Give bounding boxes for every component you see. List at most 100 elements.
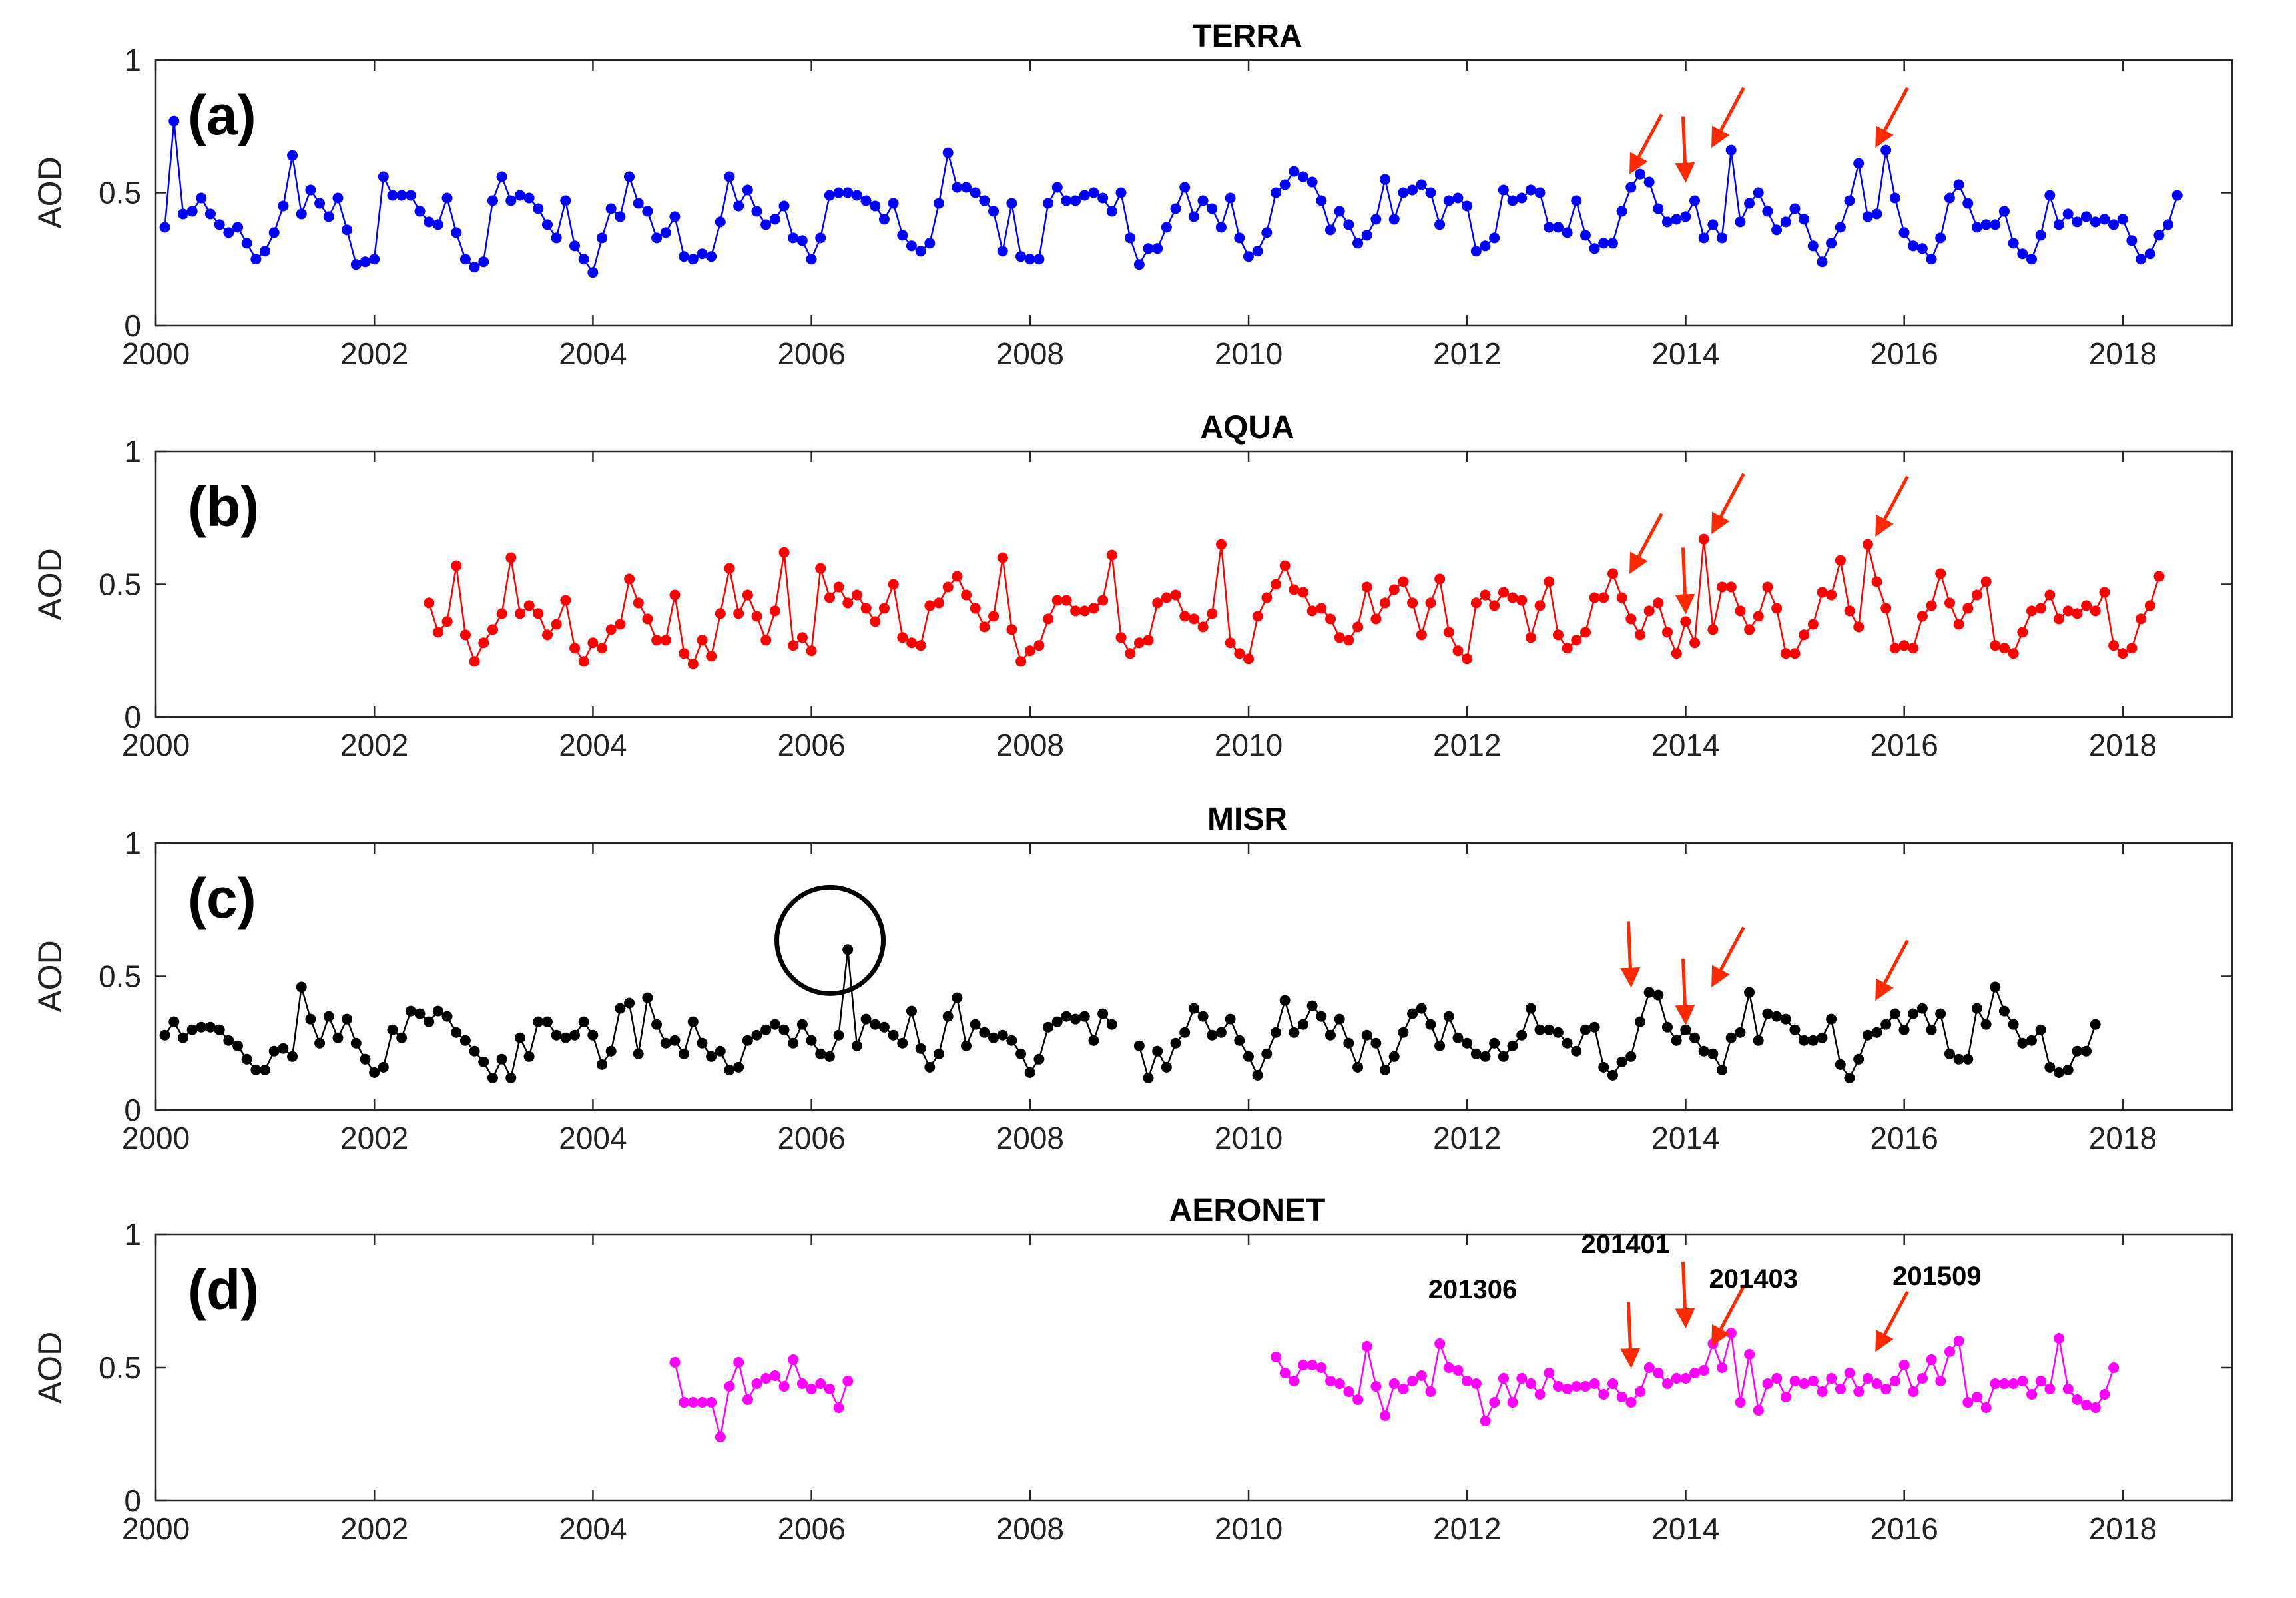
data-point bbox=[715, 1432, 726, 1442]
data-point bbox=[1552, 1027, 1564, 1038]
y-tick-label: 0.5 bbox=[99, 959, 141, 994]
data-point bbox=[815, 1378, 826, 1389]
data-point bbox=[1990, 640, 2001, 651]
data-point bbox=[469, 656, 480, 667]
data-point bbox=[897, 230, 908, 241]
data-point bbox=[1525, 184, 1536, 196]
data-point bbox=[2072, 1045, 2083, 1057]
data-point bbox=[1316, 603, 1327, 614]
data-point bbox=[1489, 1037, 1500, 1049]
data-point bbox=[1799, 214, 1810, 225]
data-point bbox=[1380, 1064, 1391, 1075]
data-point bbox=[1525, 1378, 1536, 1389]
data-point bbox=[1079, 190, 1090, 201]
x-tick-label: 2012 bbox=[1433, 1121, 1501, 1155]
data-point bbox=[1161, 1061, 1172, 1073]
data-point bbox=[1926, 600, 1937, 611]
data-point bbox=[806, 1035, 817, 1046]
panel-title: MISR bbox=[1207, 802, 1287, 837]
data-point bbox=[778, 1381, 790, 1392]
data-point bbox=[888, 1029, 899, 1041]
data-point bbox=[2044, 1384, 2056, 1394]
data-point bbox=[177, 208, 188, 220]
data-point bbox=[906, 637, 918, 649]
data-point bbox=[232, 222, 244, 233]
series-line bbox=[164, 949, 2096, 1081]
data-point bbox=[1998, 1005, 2010, 1017]
data-point bbox=[796, 1378, 808, 1389]
data-point bbox=[687, 1016, 699, 1027]
data-point bbox=[1033, 640, 1045, 651]
data-point bbox=[1562, 643, 1573, 654]
data-point bbox=[441, 192, 453, 204]
data-point bbox=[1980, 219, 1992, 230]
data-point bbox=[1033, 254, 1045, 265]
data-point bbox=[2035, 1376, 2046, 1386]
data-point bbox=[2108, 640, 2120, 651]
data-point bbox=[1225, 637, 1236, 649]
data-point bbox=[587, 637, 599, 649]
data-point bbox=[2136, 613, 2147, 625]
data-point bbox=[1971, 589, 1982, 601]
plot-frame bbox=[154, 59, 2233, 327]
data-point bbox=[1625, 1397, 1637, 1408]
data-point bbox=[1662, 627, 1673, 638]
data-point bbox=[1753, 1405, 1764, 1416]
data-point bbox=[342, 224, 353, 236]
data-point bbox=[942, 581, 954, 593]
data-point bbox=[2072, 216, 2083, 228]
data-point bbox=[1880, 603, 1892, 614]
x-tick-label: 2016 bbox=[1870, 728, 1938, 762]
data-point bbox=[2053, 219, 2064, 230]
data-point bbox=[1862, 1373, 1873, 1384]
data-point bbox=[1971, 222, 1982, 233]
data-point bbox=[706, 1051, 717, 1062]
data-point bbox=[1916, 1003, 1928, 1014]
data-point bbox=[888, 198, 899, 209]
data-point bbox=[2163, 219, 2174, 230]
data-point bbox=[1780, 216, 1791, 228]
data-point bbox=[824, 592, 835, 603]
data-point bbox=[569, 643, 581, 654]
data-point bbox=[1771, 603, 1783, 614]
data-point bbox=[1434, 219, 1446, 230]
event-arrow bbox=[1875, 475, 1909, 537]
data-point bbox=[651, 232, 663, 244]
data-point bbox=[1133, 1040, 1145, 1051]
data-point bbox=[851, 589, 862, 601]
data-point bbox=[1589, 592, 1600, 603]
data-point bbox=[2026, 254, 2037, 265]
data-point bbox=[1489, 232, 1500, 244]
data-point bbox=[1990, 219, 2001, 230]
data-point bbox=[1416, 629, 1427, 641]
x-tick-label: 2004 bbox=[559, 336, 627, 371]
plot-frame bbox=[154, 842, 2233, 1111]
data-point bbox=[505, 195, 517, 206]
x-tick-label: 2018 bbox=[2089, 1121, 2157, 1155]
data-point bbox=[287, 1051, 298, 1062]
data-point bbox=[1571, 195, 1582, 206]
data-point bbox=[842, 597, 854, 609]
data-point bbox=[1234, 648, 1245, 659]
data-point bbox=[1680, 211, 1691, 222]
x-tick-label: 2004 bbox=[559, 1121, 627, 1155]
data-point bbox=[1817, 1032, 1828, 1043]
data-point bbox=[1316, 1362, 1327, 1373]
data-point bbox=[1944, 597, 1955, 609]
data-point bbox=[1826, 238, 1837, 249]
data-point bbox=[1990, 981, 2001, 993]
data-point bbox=[551, 1029, 562, 1041]
data-point bbox=[660, 1037, 671, 1049]
data-point bbox=[1507, 592, 1518, 603]
data-point bbox=[1908, 240, 1919, 252]
data-point bbox=[1635, 629, 1646, 641]
data-point bbox=[1579, 230, 1591, 241]
data-point bbox=[1325, 224, 1336, 236]
data-point bbox=[1999, 1378, 2010, 1389]
data-point bbox=[769, 214, 780, 225]
data-point bbox=[350, 1037, 362, 1049]
data-point bbox=[1689, 1368, 1701, 1378]
data-point bbox=[988, 611, 1000, 622]
data-point bbox=[1152, 1045, 1163, 1057]
data-point bbox=[487, 624, 498, 635]
